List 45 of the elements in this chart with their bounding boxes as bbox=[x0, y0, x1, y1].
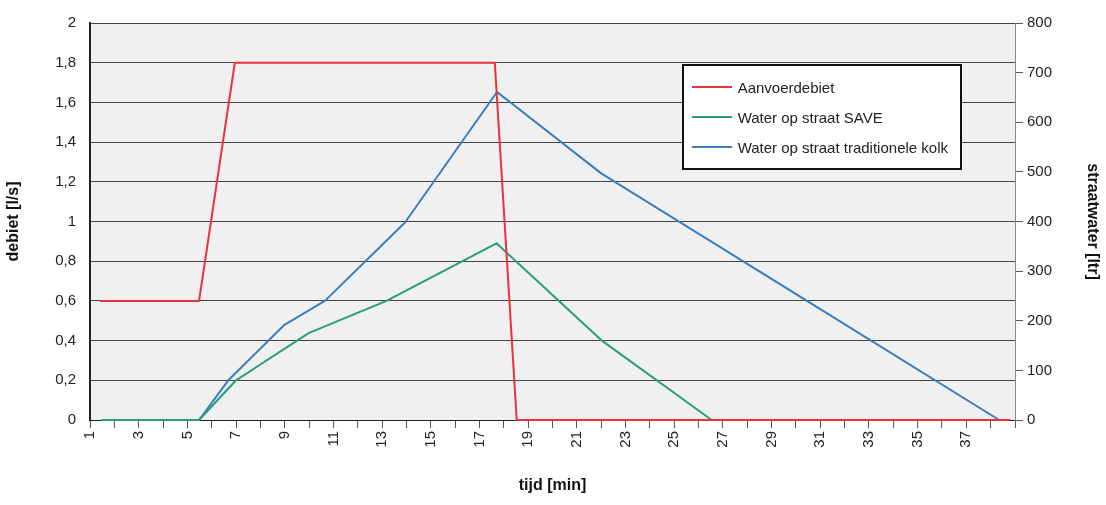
x-tick-label: 15 bbox=[420, 431, 438, 448]
x-tick-label: 35 bbox=[907, 431, 925, 448]
y2-tick-label: 0 bbox=[1027, 410, 1036, 428]
y-tick-label: 1,8 bbox=[55, 52, 76, 70]
y-tick-label: 0,6 bbox=[55, 291, 76, 309]
y-tick-label: 1,2 bbox=[55, 171, 76, 189]
y2-tick-label: 300 bbox=[1027, 261, 1053, 279]
y2-axis-title: straatwater [ltr] bbox=[1084, 163, 1102, 280]
y-axis-title: debiet [l/s] bbox=[4, 181, 22, 262]
y2-tick-label: 700 bbox=[1027, 62, 1053, 80]
legend-label: Aanvoerdebiet bbox=[737, 78, 835, 96]
legend-label: Water op straat SAVE bbox=[737, 108, 883, 126]
y2-tick-label: 600 bbox=[1027, 112, 1053, 130]
x-tick-label: 37 bbox=[956, 431, 974, 448]
y-tick-label: 0,2 bbox=[55, 370, 76, 388]
x-tick-label: 13 bbox=[372, 431, 390, 448]
y-tick-label: 1,6 bbox=[55, 92, 76, 110]
x-tick-label: 5 bbox=[177, 431, 195, 440]
x-tick-label: 3 bbox=[128, 431, 146, 440]
legend-label: Water op straat traditionele kolk bbox=[737, 138, 948, 156]
x-tick-label: 9 bbox=[274, 431, 292, 440]
x-tick-label: 23 bbox=[615, 431, 633, 448]
x-tick-label: 21 bbox=[566, 431, 584, 448]
x-tick-label: 25 bbox=[664, 431, 682, 448]
x-tick-label: 19 bbox=[518, 431, 536, 448]
y2-tick-label: 500 bbox=[1027, 162, 1053, 180]
x-tick-label: 1 bbox=[80, 431, 98, 440]
y-tick-label: 0 bbox=[67, 410, 76, 428]
x-axis-title: tijd [min] bbox=[518, 475, 587, 493]
x-tick-label: 27 bbox=[713, 431, 731, 448]
y2-tick-label: 100 bbox=[1027, 360, 1053, 378]
y-tick-label: 2 bbox=[67, 13, 76, 31]
x-tick-label: 29 bbox=[761, 431, 779, 448]
x-tick-label: 33 bbox=[859, 431, 877, 448]
x-tick-label: 17 bbox=[469, 431, 487, 448]
x-tick-label: 31 bbox=[810, 431, 828, 448]
y-tick-label: 0,8 bbox=[55, 251, 76, 269]
x-tick-label: 11 bbox=[323, 431, 341, 447]
y-tick-label: 1,4 bbox=[55, 132, 76, 150]
y2-tick-label: 800 bbox=[1027, 13, 1053, 31]
y2-tick-label: 400 bbox=[1027, 211, 1053, 229]
y-tick-label: 0,4 bbox=[55, 330, 76, 348]
x-tick-label: 7 bbox=[226, 431, 244, 440]
y2-tick-label: 200 bbox=[1027, 310, 1053, 328]
y-tick-label: 1 bbox=[67, 211, 76, 229]
